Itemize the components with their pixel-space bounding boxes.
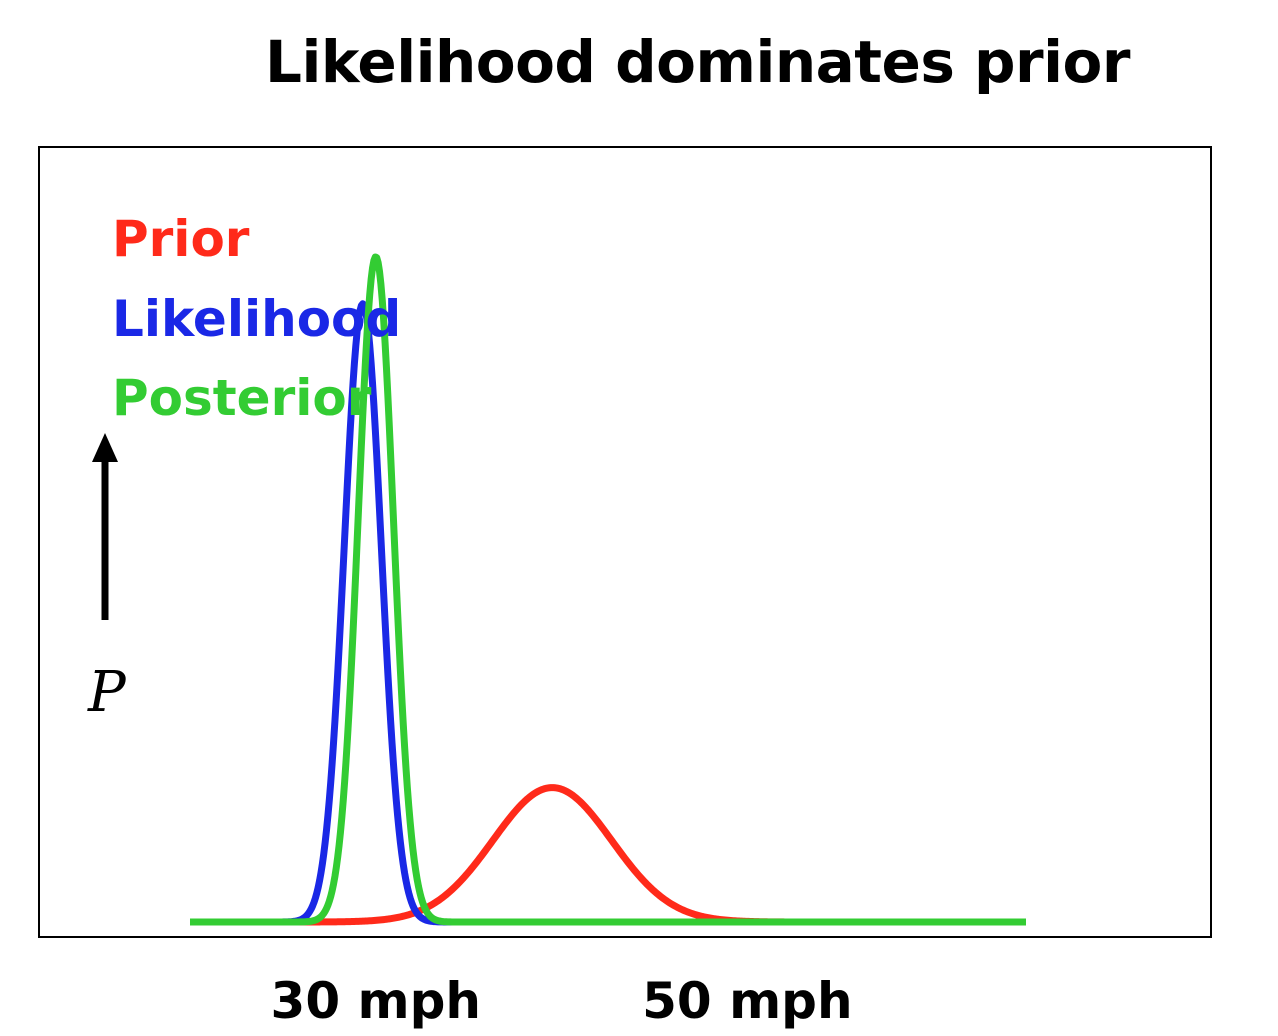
y-axis-label: P <box>88 660 126 725</box>
x-tick-label-30: 30 mph <box>270 972 482 1030</box>
chart-title: Likelihood dominates prior <box>265 28 1131 96</box>
y-arrow-head <box>92 433 118 462</box>
legend-prior: Prior <box>112 210 250 268</box>
posterior-curve <box>187 253 1029 926</box>
plot-area <box>38 146 1212 938</box>
x-tick-label-50: 50 mph <box>642 972 853 1030</box>
legend-likelihood: Likelihood <box>112 290 402 348</box>
legend-posterior: Posterior <box>112 369 372 427</box>
